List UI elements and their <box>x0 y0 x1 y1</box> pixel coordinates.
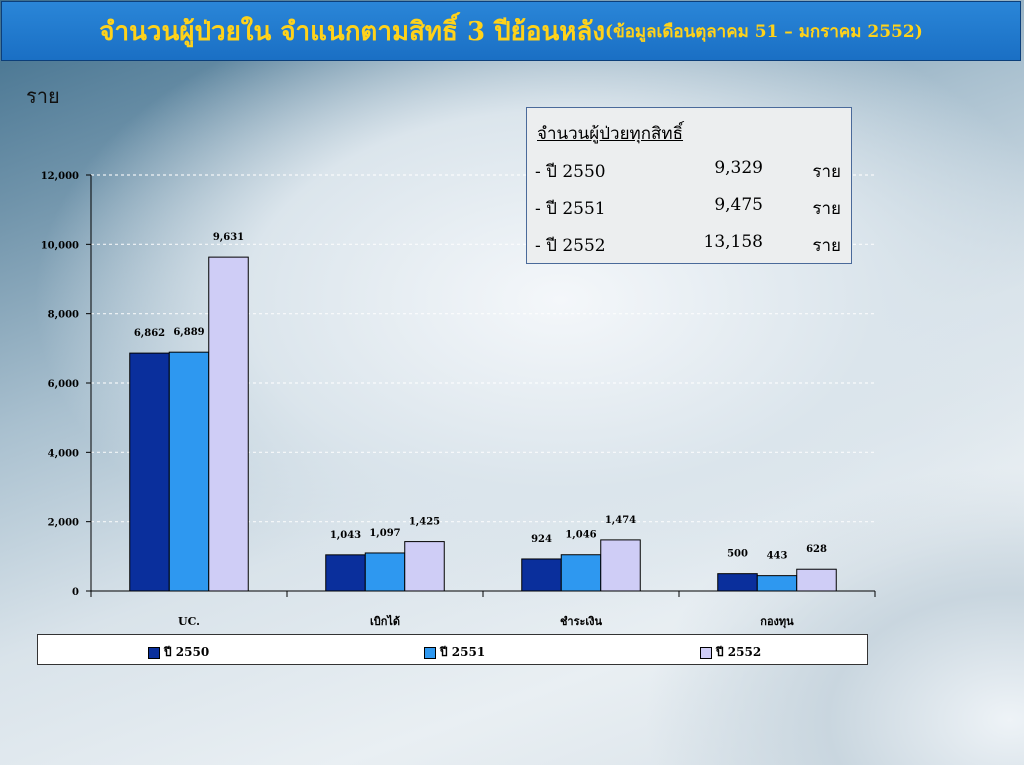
summary-box: จำนวนผู้ป่วยทุกสิทธิ์ - ปี 2550 9,329 รา… <box>526 107 852 264</box>
bar <box>129 352 170 592</box>
bar <box>168 351 210 592</box>
data-label: 1,097 <box>369 528 400 539</box>
data-label: 924 <box>531 534 552 545</box>
y-tick-label: 2,000 <box>48 518 79 529</box>
bar <box>404 541 445 592</box>
x-tick-label: กองทุน <box>760 615 794 629</box>
data-label: 1,474 <box>605 515 636 526</box>
y-tick-label: 12,000 <box>41 171 79 182</box>
x-tick-label: UC. <box>178 615 200 628</box>
x-tick-label: เบิกได้ <box>370 614 400 628</box>
legend-label: ปี 2550 <box>164 645 210 659</box>
chart-subtitle: (ข้อมูลเดือนตุลาคม 51 – มกราคม 2552) <box>605 21 923 42</box>
bar <box>796 568 837 592</box>
bar <box>325 554 366 592</box>
y-unit-label: ราย <box>26 84 60 108</box>
data-label: 1,425 <box>409 517 440 528</box>
summary-title: จำนวนผู้ป่วยทุกสิทธิ์ <box>537 124 684 144</box>
data-label: 500 <box>727 549 748 560</box>
data-label: 6,889 <box>173 327 204 338</box>
x-tick-label: ชำระเงิน <box>560 615 603 628</box>
summary-row-value: 9,329 <box>714 158 763 178</box>
y-tick-label: 8,000 <box>48 310 79 321</box>
legend: ปี 2550 ปี 2551 ปี 2552 <box>37 634 868 665</box>
summary-row-label: - ปี 2552 <box>535 236 606 256</box>
bar <box>756 575 798 592</box>
legend-swatch <box>148 646 160 659</box>
legend-swatch <box>424 646 436 659</box>
data-label: 6,862 <box>134 328 165 339</box>
summary-row-unit: ราย <box>812 199 841 219</box>
title-bar: จำนวนผู้ป่วยใน จำแนกตามสิทธิ์ 3 ปีย้อนหล… <box>1 1 1021 61</box>
legend-label: ปี 2551 <box>440 645 486 659</box>
bar <box>208 256 249 592</box>
data-label: 443 <box>767 551 788 562</box>
bar <box>600 539 641 592</box>
chart-title: จำนวนผู้ป่วยใน จำแนกตามสิทธิ์ 3 ปีย้อนหล… <box>99 16 606 47</box>
bar <box>717 573 758 592</box>
summary-row-unit: ราย <box>812 162 841 182</box>
legend-item: ปี 2552 <box>700 643 761 662</box>
summary-row: - ปี 2551 9,475 ราย <box>535 195 841 223</box>
bar <box>364 552 406 592</box>
y-tick-label: 4,000 <box>48 448 79 459</box>
data-label: 628 <box>806 544 827 555</box>
data-label: 9,631 <box>213 232 244 243</box>
summary-row-value: 13,158 <box>703 232 763 252</box>
bar <box>560 554 602 592</box>
data-label: 1,046 <box>565 530 596 541</box>
summary-row-unit: ราย <box>812 236 841 256</box>
legend-item: ปี 2551 <box>424 643 485 662</box>
summary-row: - ปี 2550 9,329 ราย <box>535 158 841 186</box>
summary-row-label: - ปี 2550 <box>535 162 606 182</box>
bar <box>521 558 562 592</box>
legend-label: ปี 2552 <box>716 645 762 659</box>
legend-swatch <box>700 646 712 659</box>
y-tick-label: 0 <box>72 587 79 598</box>
summary-row-label: - ปี 2551 <box>535 199 606 219</box>
y-tick-label: 10,000 <box>41 240 79 251</box>
y-tick-label: 6,000 <box>48 379 79 390</box>
legend-item: ปี 2550 <box>148 643 209 662</box>
summary-row: - ปี 2552 13,158 ราย <box>535 232 841 260</box>
data-label: 1,043 <box>330 530 361 541</box>
summary-row-value: 9,475 <box>714 195 763 215</box>
